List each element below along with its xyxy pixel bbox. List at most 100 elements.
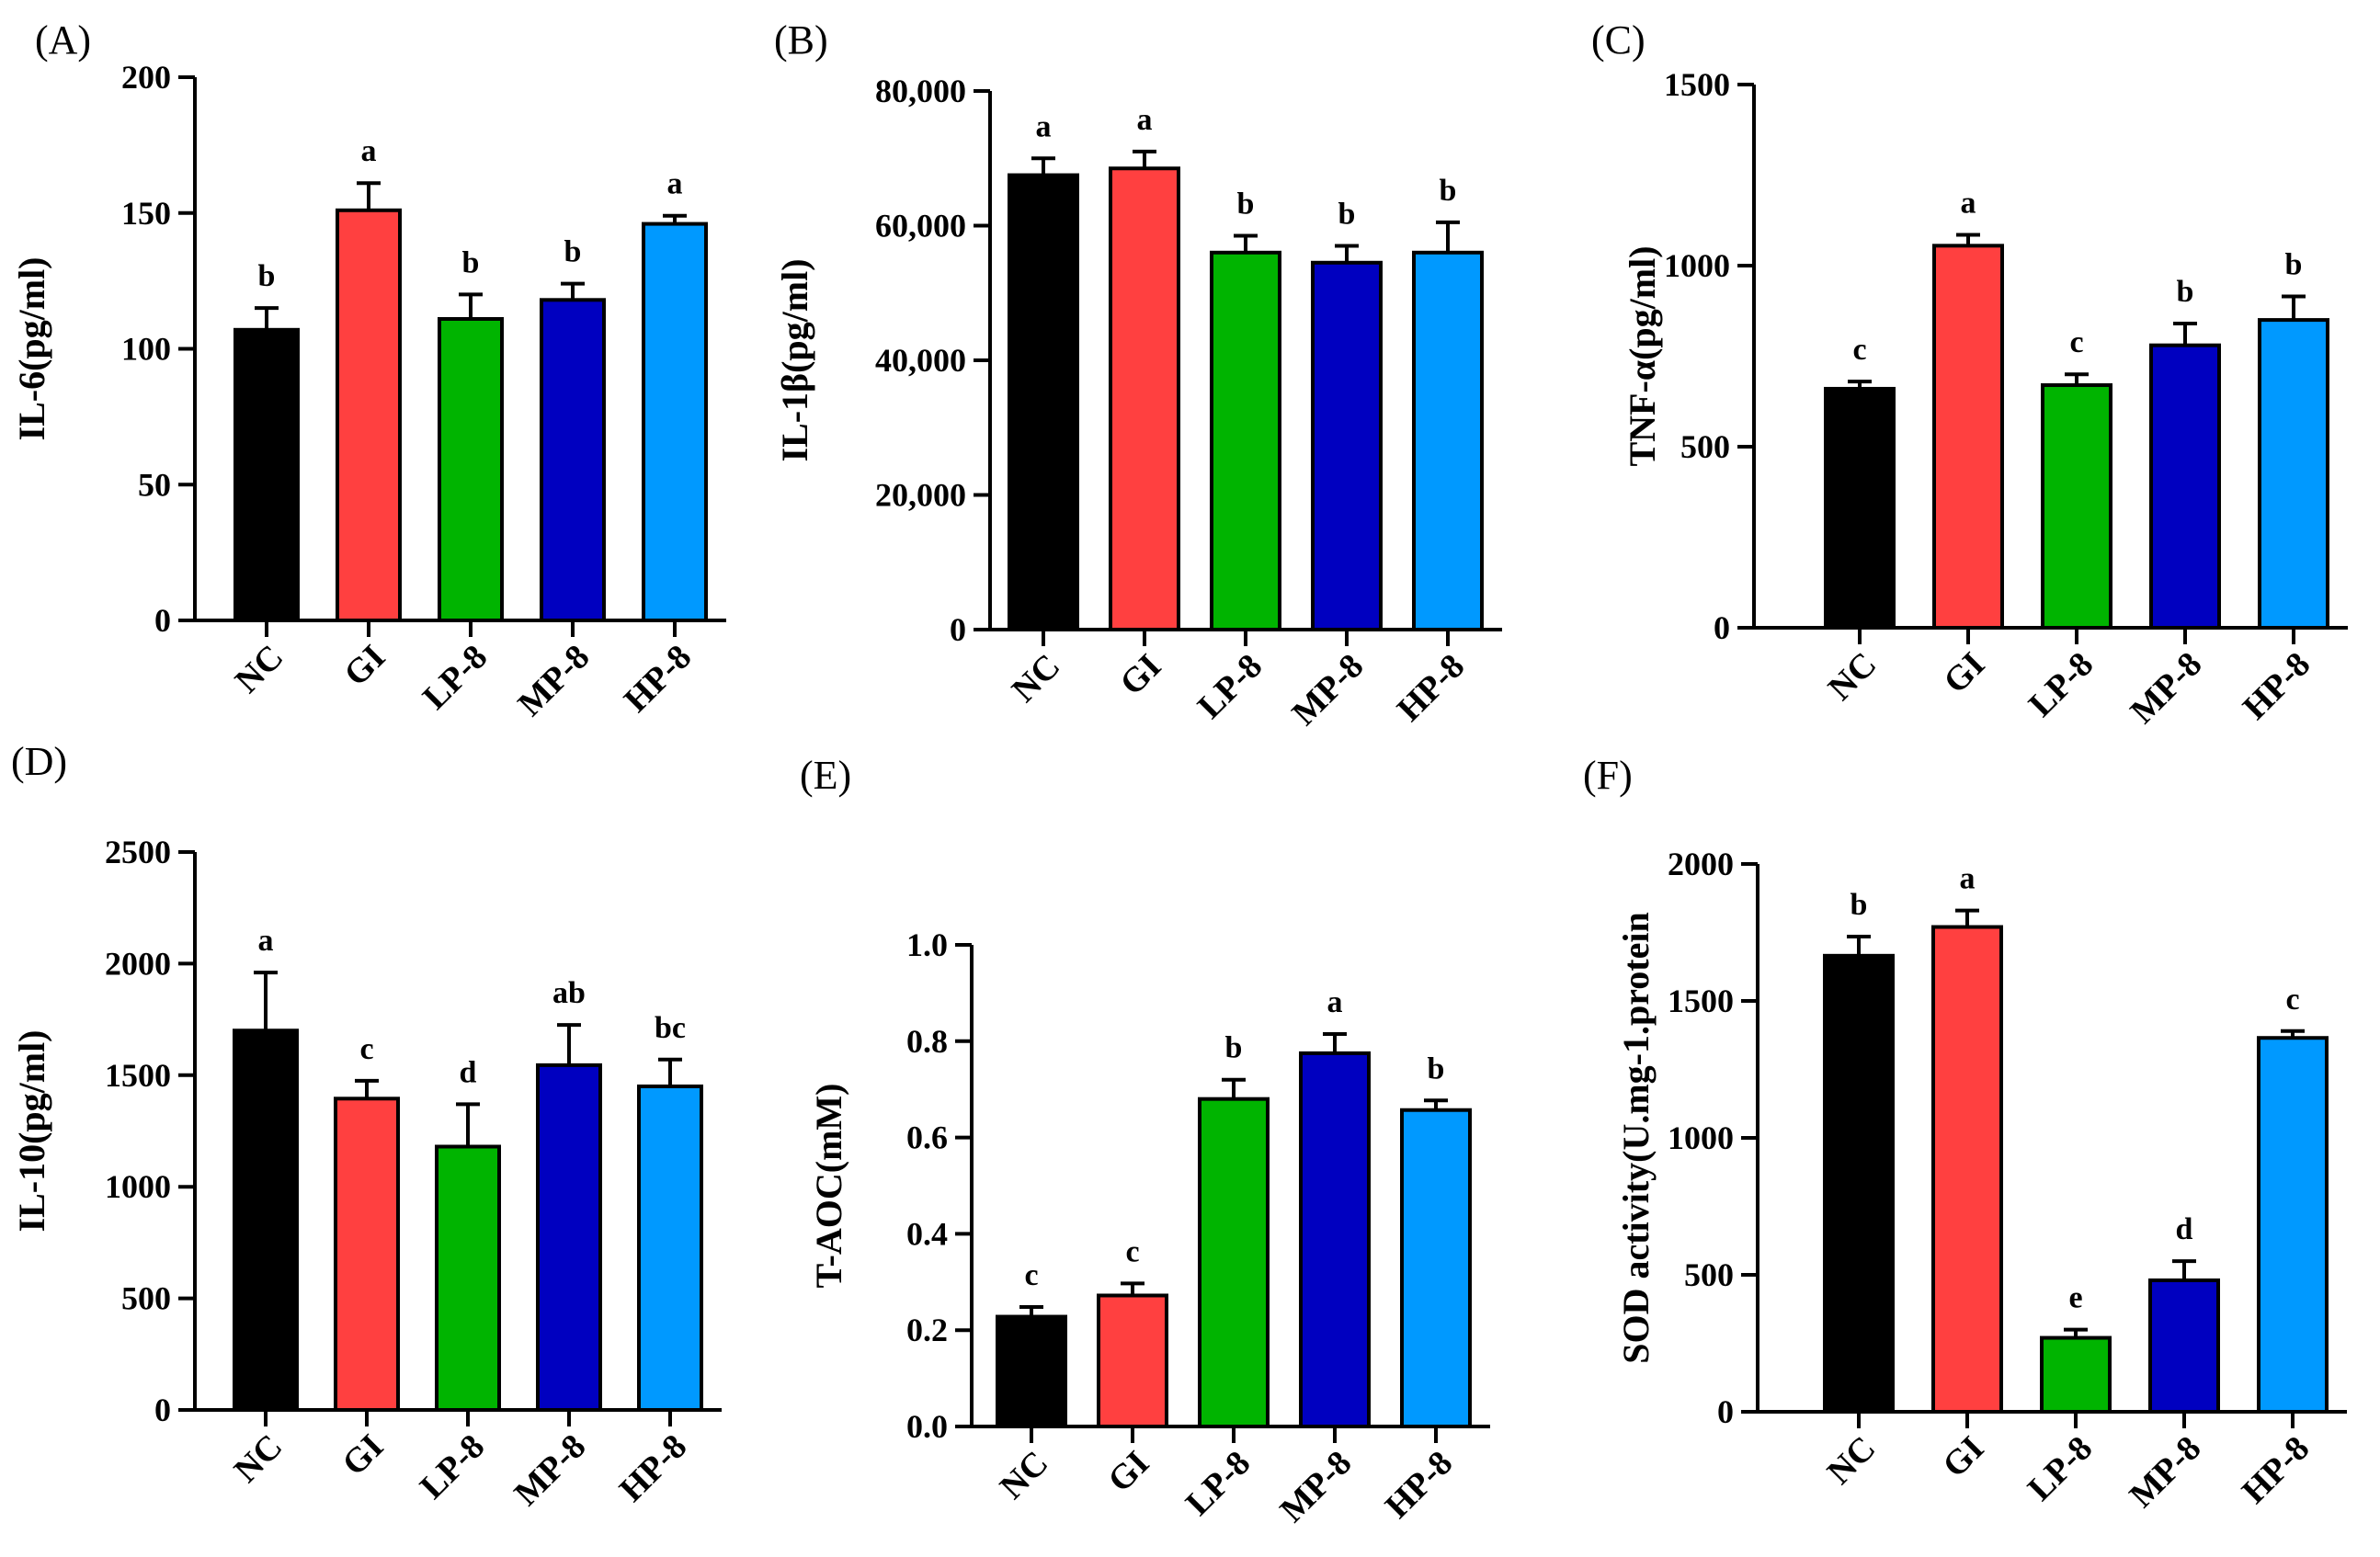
y-tick-label: 2000 bbox=[1668, 846, 1734, 882]
category-label: LP-8 bbox=[416, 638, 495, 717]
bar-NC bbox=[1008, 173, 1079, 631]
bar-LP-8 bbox=[1198, 1097, 1270, 1429]
y-tick-label: 1000 bbox=[105, 1168, 171, 1205]
y-tick-label: 1000 bbox=[1664, 247, 1730, 284]
significance-label: a bbox=[1327, 985, 1343, 1019]
category-label: LP-8 bbox=[2021, 645, 2101, 724]
significance-label: c bbox=[2069, 325, 2083, 359]
significance-label: a bbox=[1960, 862, 1976, 896]
y-tick-label: 1500 bbox=[105, 1057, 171, 1094]
y-tick-label: 500 bbox=[1680, 428, 1730, 465]
y-tick-label: 100 bbox=[121, 331, 171, 368]
category-label: NC bbox=[228, 638, 291, 701]
significance-label: b bbox=[1338, 197, 1356, 231]
bar-NC bbox=[1823, 953, 1895, 1414]
significance-label: b bbox=[2177, 275, 2194, 309]
category-label: GI bbox=[1935, 1429, 1991, 1485]
significance-label: b bbox=[258, 259, 276, 293]
panel-letter: (F) bbox=[1583, 753, 1633, 798]
y-axis-title: IL-10(pg/ml) bbox=[11, 1030, 52, 1233]
bar-GI bbox=[1109, 166, 1180, 632]
y-axis-title: T-AOC(mM) bbox=[808, 1084, 849, 1289]
y-tick-label: 150 bbox=[121, 195, 171, 232]
category-label: LP-8 bbox=[2021, 1429, 2100, 1508]
significance-label: a bbox=[667, 167, 683, 201]
y-axis-title: SOD activity(U.mg-1.protein bbox=[1615, 912, 1657, 1363]
category-label: GI bbox=[336, 638, 393, 694]
significance-label: d bbox=[460, 1055, 477, 1089]
y-tick-label: 0 bbox=[1717, 1393, 1734, 1430]
significance-label: b bbox=[2285, 247, 2303, 281]
significance-label: bc bbox=[655, 1011, 686, 1045]
category-label: NC bbox=[1820, 1429, 1884, 1493]
category-label: HP-8 bbox=[2235, 1429, 2317, 1511]
y-tick-label: 0.8 bbox=[906, 1023, 948, 1060]
significance-label: c bbox=[1852, 333, 1866, 367]
y-tick-label: 80,000 bbox=[875, 73, 966, 109]
bar-LP-8 bbox=[435, 1144, 501, 1412]
y-tick-label: 2000 bbox=[105, 945, 171, 982]
significance-label: ab bbox=[552, 976, 586, 1010]
significance-label: a bbox=[1137, 103, 1153, 137]
significance-label: c bbox=[1024, 1258, 1038, 1292]
y-tick-label: 0.4 bbox=[906, 1215, 948, 1252]
category-label: HP-8 bbox=[1390, 647, 1472, 729]
category-label: MP-8 bbox=[1285, 647, 1372, 733]
category-label: NC bbox=[227, 1427, 290, 1491]
bar-MP-8 bbox=[1299, 1051, 1371, 1429]
significance-label: d bbox=[2176, 1212, 2193, 1246]
bar-GI bbox=[334, 1097, 400, 1412]
significance-label: a bbox=[1961, 187, 1976, 221]
significance-label: b bbox=[1850, 888, 1868, 922]
significance-label: c bbox=[2285, 983, 2299, 1017]
category-label: GI bbox=[1936, 645, 1992, 701]
bar-MP-8 bbox=[536, 1063, 602, 1413]
bar-HP-8 bbox=[637, 1084, 703, 1412]
y-tick-label: 200 bbox=[121, 59, 171, 96]
y-axis-title: TNF-α(pg/ml) bbox=[1622, 245, 1663, 466]
significance-label: c bbox=[359, 1032, 373, 1066]
significance-label: e bbox=[2068, 1281, 2082, 1315]
bar-NC bbox=[233, 1029, 299, 1412]
bar-HP-8 bbox=[642, 222, 708, 622]
y-tick-label: 1.0 bbox=[906, 926, 948, 963]
y-tick-label: 0.0 bbox=[906, 1408, 948, 1445]
bar-GI bbox=[1097, 1293, 1168, 1429]
significance-label: c bbox=[1125, 1234, 1139, 1268]
bar-HP-8 bbox=[1400, 1108, 1472, 1429]
significance-label: b bbox=[1237, 187, 1255, 221]
category-label: GI bbox=[1100, 1444, 1156, 1500]
category-label: LP-8 bbox=[1179, 1444, 1258, 1523]
significance-label: b bbox=[462, 245, 480, 279]
bar-GI bbox=[336, 208, 402, 622]
category-label: NC bbox=[993, 1444, 1056, 1507]
y-tick-label: 0.2 bbox=[906, 1312, 948, 1348]
bar-GI bbox=[1932, 244, 2004, 630]
bar-NC bbox=[996, 1314, 1067, 1428]
bar-MP-8 bbox=[1311, 260, 1383, 631]
y-tick-label: 0 bbox=[1714, 609, 1730, 646]
bar-GI bbox=[1931, 925, 2003, 1414]
y-tick-label: 1500 bbox=[1664, 66, 1730, 103]
category-label: MP-8 bbox=[2124, 645, 2210, 732]
panel-0: (A) 0 50 100 150 200 b NC a GI b LP-8 b MP-8 a HP-8 IL-6… bbox=[11, 17, 726, 724]
y-tick-label: 0.6 bbox=[906, 1119, 948, 1156]
bar-HP-8 bbox=[2257, 1036, 2329, 1414]
significance-label: b bbox=[1428, 1051, 1445, 1085]
category-label: HP-8 bbox=[612, 1427, 694, 1509]
bar-NC bbox=[233, 327, 300, 622]
y-axis-title: IL-1β(pg/ml) bbox=[774, 258, 815, 461]
panel-letter: (A) bbox=[35, 17, 91, 63]
y-tick-label: 60,000 bbox=[875, 208, 966, 244]
bar-LP-8 bbox=[2040, 1335, 2112, 1415]
y-tick-label: 40,000 bbox=[875, 342, 966, 379]
y-tick-label: 0 bbox=[154, 1392, 171, 1428]
bar-LP-8 bbox=[1210, 250, 1281, 631]
y-tick-label: 1500 bbox=[1668, 983, 1734, 1019]
bar-MP-8 bbox=[2149, 343, 2221, 630]
panel-2: (C) 0 500 1000 1500 c NC a GI c LP-8 b MP-8 b HP-8 TNF-… bbox=[1591, 17, 2348, 732]
category-label: NC bbox=[1821, 645, 1885, 709]
significance-label: a bbox=[361, 134, 377, 168]
category-label: HP-8 bbox=[2236, 645, 2317, 727]
